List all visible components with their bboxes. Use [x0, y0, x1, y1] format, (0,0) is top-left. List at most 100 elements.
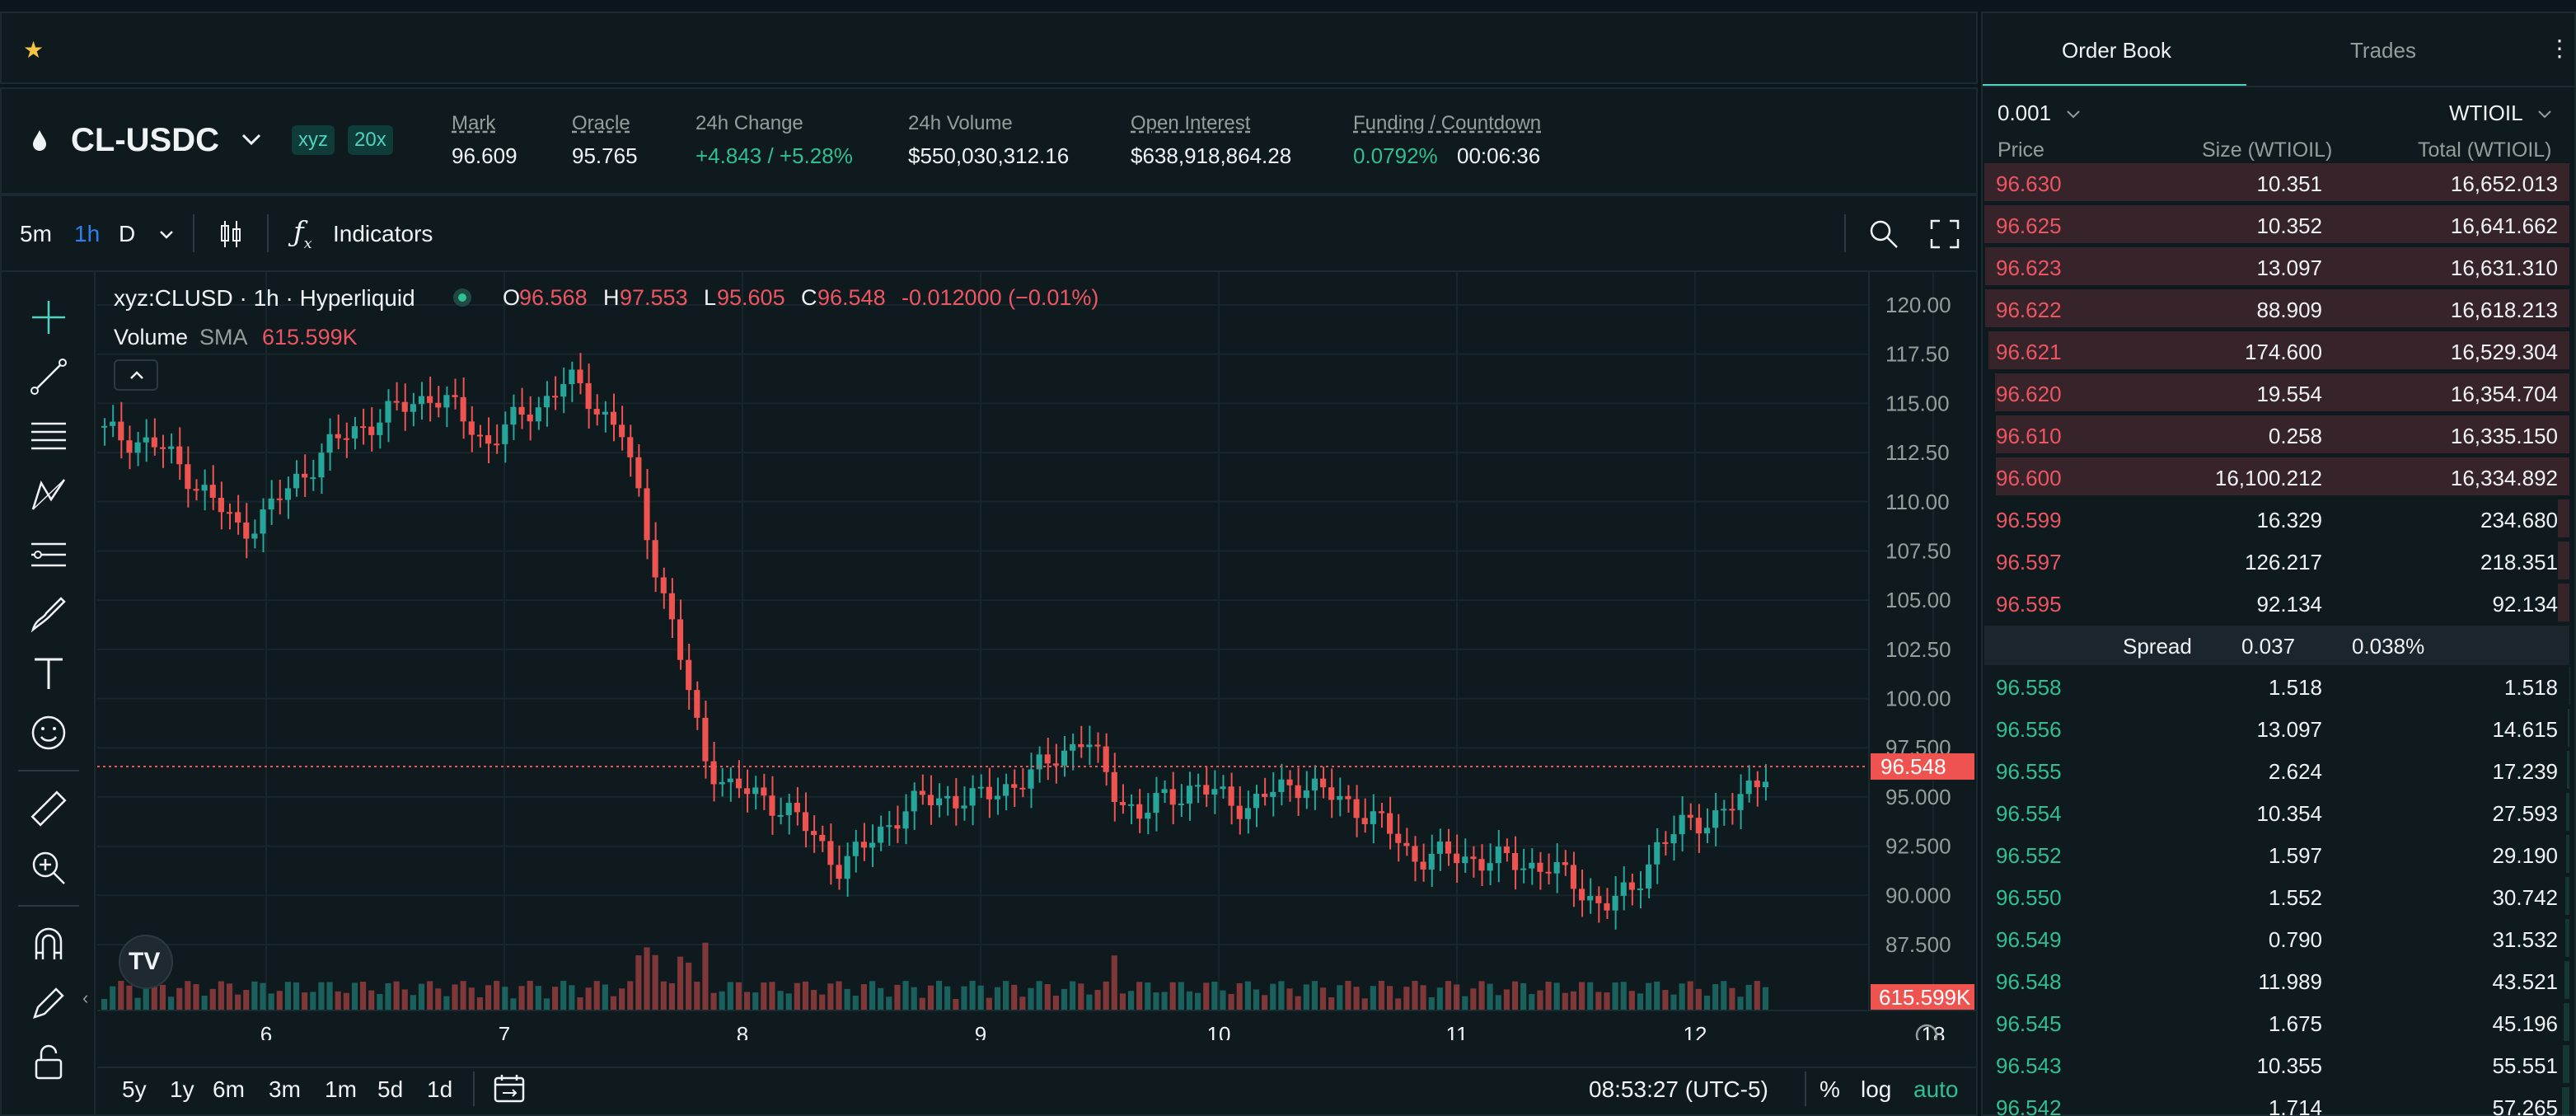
volume-bar [919, 997, 925, 1010]
tick-size-select[interactable]: 0.001 [1998, 101, 2052, 125]
ask-row[interactable]: 96.630 10.351 16,652.013 [1984, 163, 2569, 203]
draw-lock-icon[interactable] [28, 982, 69, 1024]
indicators-button[interactable]: Indicators [333, 221, 433, 246]
ask-row[interactable]: 96.595 92.134 92.134 [1984, 584, 2569, 623]
bid-row[interactable]: 96.549 0.790 31.532 [1984, 919, 2569, 959]
candle-body [919, 790, 925, 795]
candle-body [1612, 895, 1618, 911]
ask-row[interactable]: 96.620 19.554 16,354.704 [1984, 373, 2569, 413]
ask-row[interactable]: 96.621 174.600 16,529.304 [1984, 331, 2569, 371]
zoom-in-icon[interactable] [28, 847, 69, 889]
more-options-icon[interactable]: ⋮ [2548, 35, 2571, 61]
y-tick-label: 105.00 [1885, 588, 1951, 612]
volume-bar [1011, 984, 1018, 1010]
bid-total: 1.518 [2503, 675, 2558, 700]
collapse-arrow-icon[interactable]: ‹ [82, 987, 89, 1008]
text-icon[interactable] [28, 653, 69, 694]
trendline-icon[interactable] [28, 356, 69, 397]
candle-body [1028, 769, 1034, 789]
crosshair-icon[interactable] [28, 297, 69, 338]
spread-pct: 0.038% [2352, 634, 2425, 659]
interval-5m[interactable]: 5m [20, 221, 52, 246]
volume-bar [1721, 981, 1727, 1010]
unit-select[interactable]: WTIOIL [2449, 101, 2523, 125]
ask-row[interactable]: 96.600 16,100.212 16,334.892 [1984, 457, 2569, 497]
bid-row[interactable]: 96.548 11.989 43.521 [1984, 961, 2569, 1001]
symbol-name[interactable]: CL-USDC [71, 122, 219, 158]
volume-bar [1679, 983, 1685, 1010]
bid-row[interactable]: 96.543 10.355 55.551 [1984, 1045, 2569, 1085]
lock-icon[interactable] [28, 1042, 69, 1083]
horizontal-lines-icon[interactable] [28, 415, 69, 457]
candle-body [1220, 786, 1226, 790]
bid-row[interactable]: 96.545 1.675 45.196 [1984, 1003, 2569, 1043]
volume-bar [1103, 981, 1109, 1010]
bid-row[interactable]: 96.558 1.518 1.518 [1984, 667, 2569, 706]
collapse-legend-button[interactable] [114, 359, 158, 391]
ruler-icon[interactable] [28, 788, 69, 829]
chevron-down-icon[interactable] [241, 132, 262, 147]
emoji-icon[interactable] [28, 712, 69, 753]
volume-bar [427, 981, 433, 1010]
log-scale-button[interactable]: log [1861, 1076, 1892, 1102]
percent-scale-button[interactable]: % [1820, 1076, 1840, 1102]
auto-scale-button[interactable]: auto [1913, 1076, 1959, 1102]
timeframe-5d[interactable]: 5d [377, 1076, 404, 1102]
pattern-icon[interactable] [28, 475, 69, 516]
calendar-range-icon[interactable] [493, 1073, 526, 1104]
volume-bar [794, 982, 800, 1010]
bid-row[interactable]: 96.554 10.354 27.593 [1984, 793, 2569, 832]
ask-row[interactable]: 96.599 16.329 234.680 [1984, 499, 2569, 539]
fx-icon[interactable]: ƒx [293, 216, 312, 252]
ask-row[interactable]: 96.622 88.909 16,618.213 [1984, 289, 2569, 329]
bid-row[interactable]: 96.550 1.552 30.742 [1984, 877, 2569, 917]
star-icon[interactable]: ★ [23, 37, 44, 63]
tab-order-book[interactable]: Order Book [2062, 38, 2171, 63]
volume-bar [560, 981, 567, 1010]
magnet-icon[interactable] [28, 923, 69, 964]
volume-bar [1295, 996, 1301, 1010]
ask-size: 10.352 [2256, 213, 2322, 238]
ask-row[interactable]: 96.625 10.352 16,641.662 [1984, 205, 2569, 245]
bid-row[interactable]: 96.542 1.714 57.265 [1984, 1087, 2569, 1116]
fib-icon[interactable] [28, 534, 69, 575]
timeframe-3m[interactable]: 3m [269, 1076, 301, 1102]
timeframe-1m[interactable]: 1m [325, 1076, 357, 1102]
tradingview-logo[interactable]: TV [119, 935, 173, 989]
volume-bar [1654, 981, 1660, 1010]
timeframe-6m[interactable]: 6m [213, 1076, 245, 1102]
tab-trades[interactable]: Trades [2350, 38, 2416, 63]
candle-body [794, 803, 800, 813]
chevron-down-icon[interactable] [2536, 109, 2553, 120]
ask-total: 16,652.013 [2450, 171, 2558, 196]
chevron-down-icon[interactable] [158, 229, 175, 241]
timeframe-1y[interactable]: 1y [170, 1076, 194, 1102]
bid-row[interactable]: 96.552 1.597 29.190 [1984, 835, 2569, 875]
bid-row[interactable]: 96.555 2.624 17.239 [1984, 751, 2569, 790]
chevron-down-icon[interactable] [2065, 109, 2082, 120]
interval-d[interactable]: D [119, 221, 136, 246]
price-chart[interactable]: 120.00 117.50 115.00 112.50 110.00 107.50 105.… [97, 272, 1976, 1040]
ask-price: 96.610 [1996, 424, 2062, 448]
ask-row[interactable]: 96.610 0.258 16,335.150 [1984, 415, 2569, 455]
bid-row[interactable]: 96.556 13.097 14.615 [1984, 709, 2569, 748]
volume-bar [1161, 992, 1168, 1010]
candle-body [1345, 795, 1351, 799]
candle-body [1086, 744, 1093, 748]
candles-icon[interactable] [218, 219, 244, 249]
interval-1h[interactable]: 1h [74, 221, 101, 246]
timeframe-5y[interactable]: 5y [122, 1076, 147, 1102]
ask-row[interactable]: 96.597 126.217 218.351 [1984, 542, 2569, 581]
volume-bar [1729, 987, 1735, 1010]
fullscreen-icon[interactable] [1930, 219, 1960, 249]
candle-body [1127, 804, 1135, 806]
candle-body [1145, 813, 1151, 819]
ask-row[interactable]: 96.623 13.097 16,631.310 [1984, 247, 2569, 287]
volume-bar [1078, 983, 1084, 1010]
candle-body [1195, 785, 1201, 787]
zoom-pointer-icon[interactable] [1867, 218, 1900, 251]
brush-icon[interactable] [28, 593, 69, 635]
ask-total: 16,354.704 [2450, 382, 2558, 406]
volume-bar [1478, 981, 1485, 1010]
timeframe-1d[interactable]: 1d [427, 1076, 453, 1102]
